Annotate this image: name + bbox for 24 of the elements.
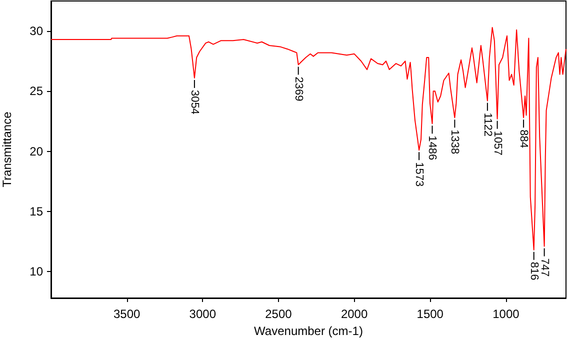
x-tick-label: 2000 bbox=[340, 307, 368, 321]
annotation: 3054 bbox=[188, 90, 200, 114]
y-tick-label: 10 bbox=[30, 264, 44, 279]
annotation: 884 bbox=[518, 130, 530, 148]
line-series bbox=[50, 26, 566, 250]
y-tick-label: 25 bbox=[30, 84, 44, 98]
y-tick-label: 20 bbox=[30, 144, 44, 158]
annotation: 1573 bbox=[413, 162, 426, 187]
x-tick-label: 2500 bbox=[265, 307, 292, 321]
annotation: 1486 bbox=[426, 136, 438, 160]
annotation: 2369 bbox=[292, 76, 304, 102]
annotation: 816 bbox=[528, 262, 540, 280]
y-tick-label: 15 bbox=[30, 204, 44, 218]
x-axis-title: Wavenumber (cm-1) bbox=[254, 324, 363, 338]
annotation: 1057 bbox=[491, 130, 504, 156]
annotation: 1338 bbox=[448, 130, 461, 154]
annotation: 747 bbox=[538, 258, 550, 277]
y-tick-label: 30 bbox=[30, 24, 44, 38]
annotation: 1122 bbox=[481, 112, 494, 136]
x-tick-label: 1000 bbox=[492, 307, 520, 321]
x-tick-label: 3000 bbox=[189, 307, 216, 321]
x-tick-label: 1500 bbox=[416, 307, 444, 321]
x-tick-label: 3500 bbox=[113, 307, 140, 321]
y-axis-title: Transmittance bbox=[0, 111, 14, 188]
